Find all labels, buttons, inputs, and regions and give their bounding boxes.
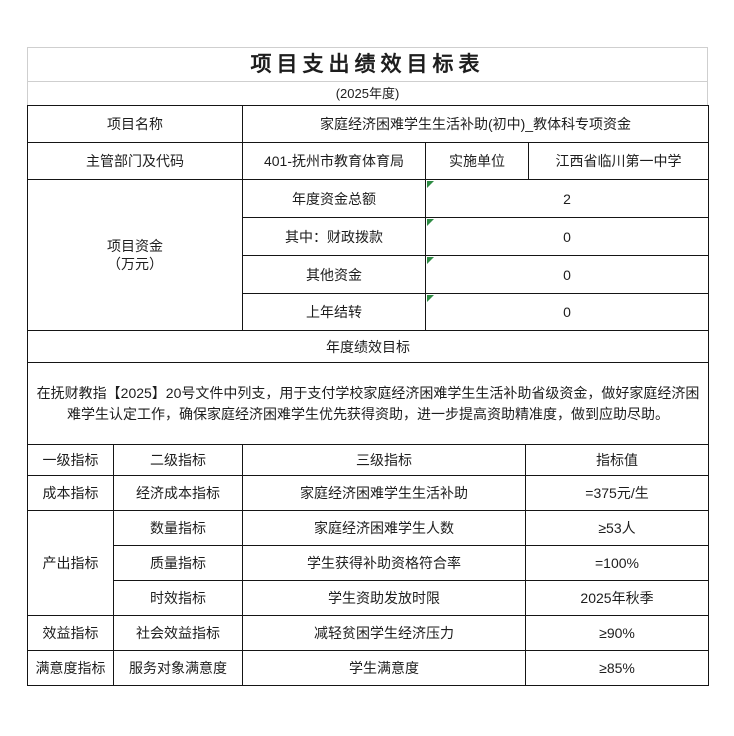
indicator-value: ≥53人: [525, 509, 709, 546]
cell-flag-icon: [427, 219, 434, 226]
indicator-level3: 学生资助发放时限: [242, 579, 526, 616]
impl-unit-label: 实施单位: [425, 142, 529, 180]
project-name-value: 家庭经济困难学生生活补助(初中)_教体科专项资金: [241, 105, 710, 143]
table-row: 时效指标 学生资助发放时限 2025年秋季: [28, 579, 709, 616]
indicator-level2: 服务对象满意度: [113, 649, 243, 686]
indicators-table: 一级指标 二级指标 三级指标 指标值 成本指标 经济成本指标 家庭经济困难学生生…: [27, 443, 709, 686]
funds-row-value: 0: [424, 255, 710, 294]
annual-goal-header: 年度绩效目标: [26, 330, 710, 363]
table-row: 成本指标 经济成本指标 家庭经济困难学生生活补助 =375元/生: [27, 474, 709, 511]
table-row: 质量指标 学生获得补助资格符合率 =100%: [28, 544, 709, 581]
table-row: 项目资金 （万元） 年度资金总额 2: [27, 179, 710, 331]
table-row: 上年结转 0: [28, 293, 710, 331]
indicator-value: =100%: [525, 544, 709, 581]
indicator-level2: 经济成本指标: [113, 474, 243, 511]
indicator-level3: 减轻贫困学生经济压力: [242, 614, 526, 651]
table-row: 产出指标 数量指标 家庭经济困难学生人数 ≥53人: [27, 509, 709, 616]
table-row: 满意度指标 服务对象满意度 学生满意度 ≥85%: [27, 649, 709, 686]
indicator-level1: 产出指标: [27, 509, 114, 616]
performance-target-form: 项目支出绩效目标表 (2025年度) 项目名称 家庭经济困难学生生活补助(初中)…: [26, 47, 710, 686]
funds-row-label: 其他资金: [242, 255, 426, 294]
indicator-level1: 效益指标: [27, 614, 114, 651]
page-title: 项目支出绩效目标表: [28, 48, 707, 82]
indicator-value: ≥90%: [525, 614, 709, 651]
funds-label: 项目资金 （万元）: [27, 179, 243, 331]
page-subtitle: (2025年度): [335, 86, 400, 101]
funds-row-label: 其中：财政拨款: [242, 217, 426, 256]
indicator-value: 2025年秋季: [525, 579, 709, 616]
funds-label-line1: 项目资金: [107, 238, 163, 254]
indicator-level2: 质量指标: [113, 544, 243, 581]
impl-unit-value: 江西省临川第一中学: [527, 142, 710, 180]
indicator-level1: 满意度指标: [27, 649, 114, 686]
table-row: 项目名称 家庭经济困难学生生活补助(初中)_教体科专项资金: [27, 105, 710, 143]
title-block: 项目支出绩效目标表 (2025年度): [27, 47, 708, 105]
cell-flag-icon: [427, 181, 434, 188]
funds-row-value: 2: [424, 179, 710, 218]
header-level3: 三级指标: [242, 443, 526, 476]
funds-row-label: 年度资金总额: [242, 179, 426, 218]
table-header-row: 一级指标 二级指标 三级指标 指标值: [27, 443, 709, 476]
indicator-level3: 学生获得补助资格符合率: [242, 544, 526, 581]
indicator-level2: 社会效益指标: [113, 614, 243, 651]
indicator-level2: 时效指标: [113, 579, 243, 616]
funds-label-line2: （万元）: [107, 256, 163, 272]
funds-value-text: 0: [563, 266, 571, 283]
table-row: 在抚财教指【2025】20号文件中列支，用于支付学校家庭经济困难学生生活补助省级…: [26, 362, 710, 445]
table-row: 其他资金 0: [28, 255, 710, 294]
indicator-level3: 学生满意度: [242, 649, 526, 686]
table-row: 效益指标 社会效益指标 减轻贫困学生经济压力 ≥90%: [27, 614, 709, 651]
table-row: 主管部门及代码 401-抚州市教育体育局 实施单位 江西省临川第一中学: [27, 142, 710, 180]
header-value: 指标值: [525, 443, 709, 476]
indicator-value: =375元/生: [525, 474, 709, 511]
funds-row-value: 0: [424, 293, 710, 331]
indicator-level1: 成本指标: [27, 474, 114, 511]
indicator-level3: 家庭经济困难学生生活补助: [242, 474, 526, 511]
annual-goal-text: 在抚财教指【2025】20号文件中列支，用于支付学校家庭经济困难学生生活补助省级…: [26, 362, 710, 445]
dept-value: 401-抚州市教育体育局: [242, 142, 426, 180]
funds-row-value: 0: [424, 217, 710, 256]
indicator-level2: 数量指标: [113, 509, 243, 546]
funds-value-text: 2: [563, 190, 571, 207]
table-row: 年度绩效目标: [26, 330, 710, 363]
project-info-table: 项目名称 家庭经济困难学生生活补助(初中)_教体科专项资金 主管部门及代码 40…: [26, 105, 710, 445]
indicator-level3: 家庭经济困难学生人数: [242, 509, 526, 546]
dept-label: 主管部门及代码: [27, 142, 243, 180]
funds-row-label: 上年结转: [242, 293, 426, 331]
funds-value-text: 0: [563, 304, 571, 320]
funds-value-text: 0: [563, 228, 571, 245]
cell-flag-icon: [427, 257, 434, 264]
header-level1: 一级指标: [27, 443, 114, 476]
cell-flag-icon: [427, 295, 434, 302]
project-name-label: 项目名称: [27, 105, 243, 143]
indicator-value: ≥85%: [525, 649, 709, 686]
header-level2: 二级指标: [113, 443, 243, 476]
